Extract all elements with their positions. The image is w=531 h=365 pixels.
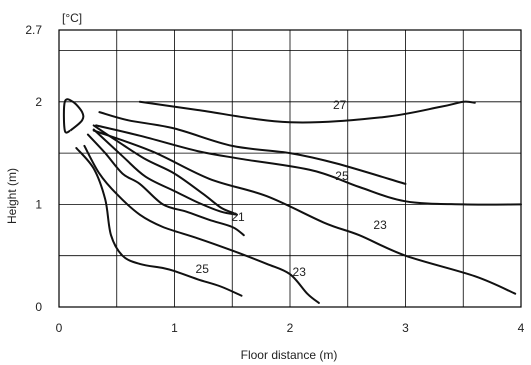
- contour-line-3: [92, 129, 517, 295]
- x-tick-label-3: 3: [402, 321, 409, 335]
- contour-lines: [75, 100, 522, 304]
- unit-label: [°C]: [62, 11, 82, 25]
- y-tick-label-3: 2.7: [25, 23, 42, 37]
- contour-label-4: 21: [231, 210, 245, 224]
- outlet-shape: [62, 98, 85, 134]
- x-tick-label-1: 1: [171, 321, 178, 335]
- contour-label-3: 23: [373, 218, 387, 232]
- contour-label-8: 25: [196, 262, 210, 276]
- x-tick-label-4: 4: [518, 321, 525, 335]
- contour-labels: 27 25 23 21 23 25: [196, 98, 388, 279]
- contour-line-6: [86, 133, 245, 237]
- contour-line-8: [75, 147, 243, 297]
- y-tick-label-0: 0: [35, 300, 42, 314]
- x-axis-label: Floor distance (m): [241, 348, 338, 362]
- contour-line-0: [138, 100, 476, 124]
- contour-label-2: 25: [335, 169, 349, 183]
- x-tick-label-0: 0: [56, 321, 63, 335]
- contour-label-0: 27: [333, 98, 347, 112]
- y-tick-label-1: 1: [35, 197, 42, 211]
- contour-line-5: [92, 128, 238, 216]
- contour-line-4: [92, 124, 238, 216]
- y-axis-label: Height (m): [5, 168, 19, 224]
- contour-line-2: [95, 124, 522, 206]
- plot-frame: [58, 29, 522, 308]
- y-tick-label-2: 2: [35, 95, 42, 109]
- air-outlet: [62, 98, 85, 134]
- contour-label-7: 23: [293, 265, 307, 279]
- x-tick-label-2: 2: [287, 321, 294, 335]
- contour-line-1: [98, 111, 407, 185]
- contour-line-7: [83, 144, 320, 304]
- grid: [58, 29, 522, 308]
